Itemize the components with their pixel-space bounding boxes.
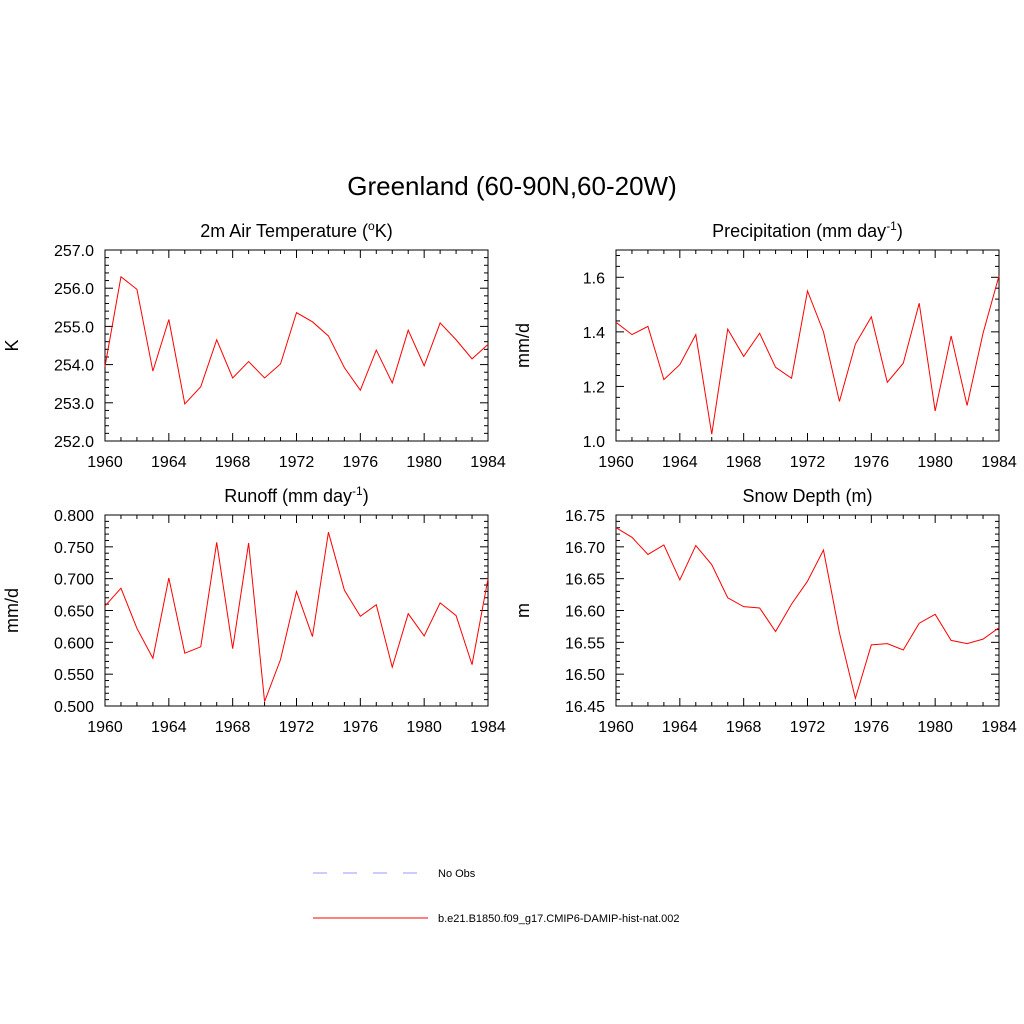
x-tick-label-runoff: 1976 xyxy=(343,719,379,736)
plot-frame-precipitation xyxy=(615,249,1000,442)
y-tick-label-snow-depth: 16.45 xyxy=(565,699,605,716)
panel-air-temperature: 2m Air Temperature (oK) K 1960 1964 1968 1972… xyxy=(2,219,506,471)
plot-frame-air-temperature xyxy=(104,249,489,442)
x-tick-label-snow-depth: 1980 xyxy=(917,719,953,736)
x-tick-label-snow-depth: 1972 xyxy=(790,719,826,736)
x-tick-label-runoff: 1960 xyxy=(87,719,123,736)
panel-precipitation: Precipitation (mm day-1) mm/d 1960 1964 1968… xyxy=(513,219,1017,471)
x-tick-label-snow-depth: 1968 xyxy=(726,719,762,736)
panel-title-snow-depth: Snow Depth (m) xyxy=(742,486,872,506)
x-tick-label-precipitation: 1984 xyxy=(981,454,1017,471)
y-tick-label-precipitation: 1.4 xyxy=(583,325,605,342)
x-tick-label-precipitation: 1964 xyxy=(662,454,698,471)
y-axis-label-air-temperature: K xyxy=(2,339,22,351)
x-tick-label-air-temperature: 1964 xyxy=(151,454,187,471)
panel-runoff: Runoff (mm day-1) mm/d 1960 1964 1968 1972 197… xyxy=(2,484,506,736)
x-tick-label-air-temperature: 1972 xyxy=(279,454,315,471)
y-axis-label-runoff: mm/d xyxy=(2,588,22,633)
x-tick-label-precipitation: 1972 xyxy=(790,454,826,471)
y-tick-label-precipitation: 1.6 xyxy=(583,270,605,287)
panel-title-air-temperature: 2m Air Temperature (oK) xyxy=(200,219,392,241)
x-tick-label-runoff: 1964 xyxy=(151,719,187,736)
x-tick-label-precipitation: 1976 xyxy=(854,454,890,471)
legend-label-model: b.e21.B1850.f09_g17.CMIP6-DAMIP-hist-nat… xyxy=(438,913,680,925)
x-tick-label-air-temperature: 1980 xyxy=(406,454,442,471)
y-tick-label-runoff: 0.650 xyxy=(54,604,94,621)
y-tick-label-air-temperature: 253.0 xyxy=(54,396,94,413)
y-tick-label-snow-depth: 16.65 xyxy=(565,572,605,589)
y-tick-label-air-temperature: 256.0 xyxy=(54,281,94,298)
y-tick-label-snow-depth: 16.60 xyxy=(565,604,605,621)
y-tick-label-snow-depth: 16.55 xyxy=(565,635,605,652)
y-tick-label-air-temperature: 255.0 xyxy=(54,319,94,336)
y-tick-label-precipitation: 1.2 xyxy=(583,379,605,396)
y-tick-label-snow-depth: 16.75 xyxy=(565,508,605,525)
x-tick-label-runoff: 1980 xyxy=(406,719,442,736)
x-tick-label-air-temperature: 1960 xyxy=(87,454,123,471)
x-tick-label-runoff: 1968 xyxy=(215,719,251,736)
x-tick-label-runoff: 1972 xyxy=(279,719,315,736)
figure-title: Greenland (60-90N,60-20W) xyxy=(347,171,677,201)
y-tick-label-runoff: 0.750 xyxy=(54,540,94,557)
y-axis-label-precipitation: mm/d xyxy=(513,323,533,368)
x-tick-label-precipitation: 1980 xyxy=(917,454,953,471)
y-axis-label-snow-depth: m xyxy=(513,603,533,618)
legend-label-no-obs: No Obs xyxy=(438,868,476,880)
x-tick-label-snow-depth: 1960 xyxy=(598,719,634,736)
y-tick-label-air-temperature: 257.0 xyxy=(54,243,94,260)
series-line-precipitation xyxy=(615,275,1000,435)
x-tick-label-precipitation: 1968 xyxy=(726,454,762,471)
x-tick-label-snow-depth: 1964 xyxy=(662,719,698,736)
series-line-runoff xyxy=(104,532,489,702)
y-tick-label-runoff: 0.700 xyxy=(54,572,94,589)
series-line-air-temperature xyxy=(104,275,489,406)
x-tick-label-snow-depth: 1976 xyxy=(854,719,890,736)
x-tick-label-runoff: 1984 xyxy=(470,719,506,736)
y-tick-label-air-temperature: 254.0 xyxy=(54,358,94,375)
panel-snow-depth: Snow Depth (m) m 1960 1964 1968 1972 1976 1980 1… xyxy=(513,486,1017,736)
y-tick-label-runoff: 0.800 xyxy=(54,508,94,525)
x-tick-label-air-temperature: 1968 xyxy=(215,454,251,471)
panel-title-precipitation: Precipitation (mm day-1) xyxy=(712,219,903,241)
y-tick-label-snow-depth: 16.70 xyxy=(565,540,605,557)
legend: No Obs b.e21.B1850.f09_g17.CMIP6-DAMIP-hi… xyxy=(313,868,680,925)
y-tick-label-runoff: 0.600 xyxy=(54,635,94,652)
y-tick-label-runoff: 0.500 xyxy=(54,699,94,716)
x-tick-label-snow-depth: 1984 xyxy=(981,719,1017,736)
series-line-snow-depth xyxy=(615,527,1000,701)
y-tick-label-snow-depth: 16.50 xyxy=(565,667,605,684)
chart-panels: 2m Air Temperature (oK) K 1960 1964 1968 1972… xyxy=(2,219,1017,736)
y-tick-label-precipitation: 1.0 xyxy=(583,434,605,451)
panel-title-runoff: Runoff (mm day-1) xyxy=(224,484,368,506)
x-tick-label-precipitation: 1960 xyxy=(598,454,634,471)
x-tick-label-air-temperature: 1984 xyxy=(470,454,506,471)
y-tick-label-air-temperature: 252.0 xyxy=(54,434,94,451)
plot-frame-snow-depth xyxy=(615,514,1000,707)
x-tick-label-air-temperature: 1976 xyxy=(343,454,379,471)
y-tick-label-runoff: 0.550 xyxy=(54,667,94,684)
